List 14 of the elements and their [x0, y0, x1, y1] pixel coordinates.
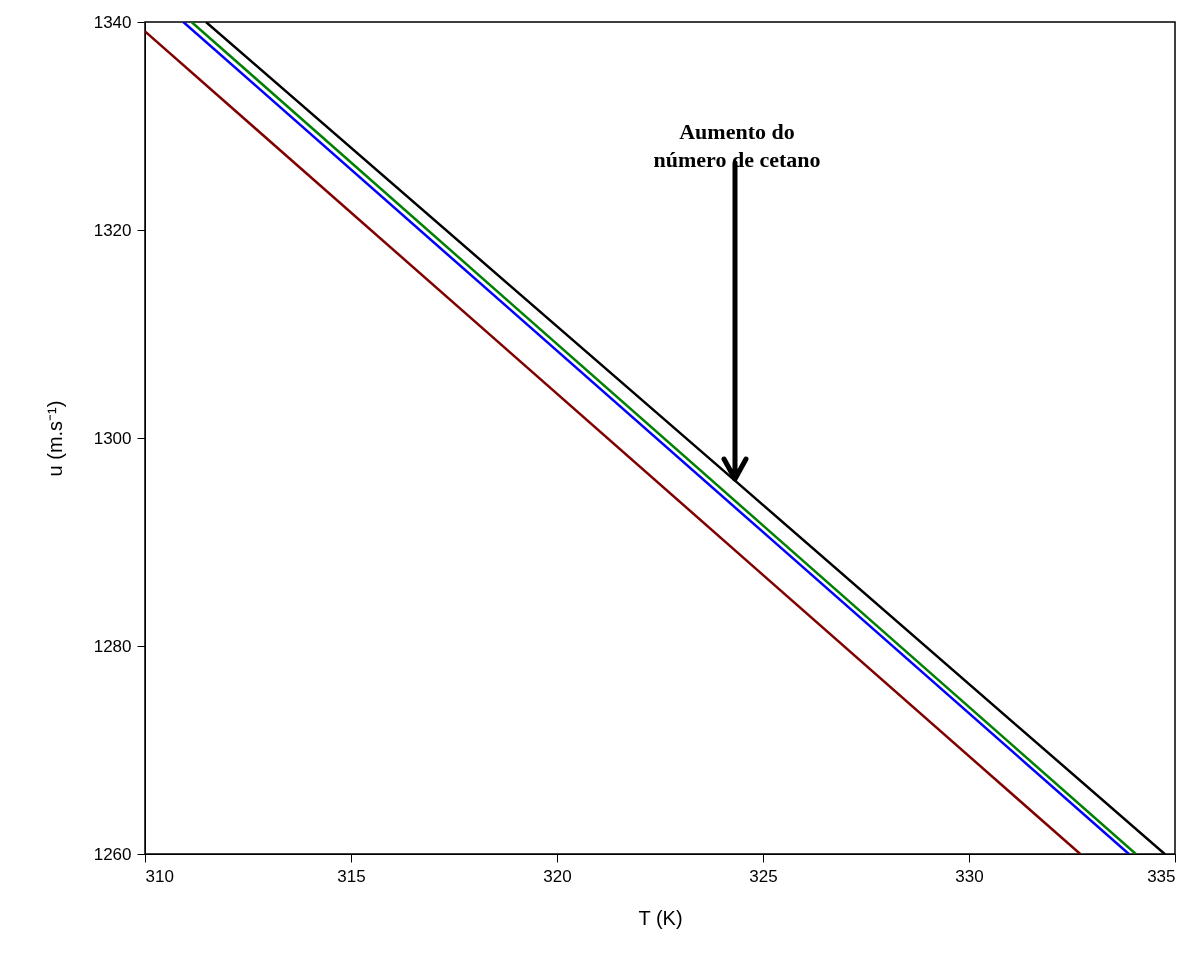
x-tick-label: 320	[543, 866, 572, 886]
x-tick-label: 310	[145, 866, 174, 886]
x-tick-label: 325	[749, 866, 778, 886]
y-tick-label: 1320	[93, 220, 132, 240]
y-tick-label: 1280	[93, 636, 132, 656]
x-axis-title: T (K)	[638, 906, 683, 929]
annotation: Aumento do	[678, 118, 796, 146]
y-tick-label: 1340	[93, 12, 132, 32]
y-tick-label: 1300	[93, 428, 132, 448]
x-tick-label: 315	[337, 866, 366, 886]
x-tick-label: 330	[955, 866, 984, 886]
y-axis-title: u (m.s⁻¹)	[43, 400, 66, 477]
x-tick-label: 335	[1147, 866, 1176, 886]
y-tick-label: 1260	[93, 844, 132, 864]
